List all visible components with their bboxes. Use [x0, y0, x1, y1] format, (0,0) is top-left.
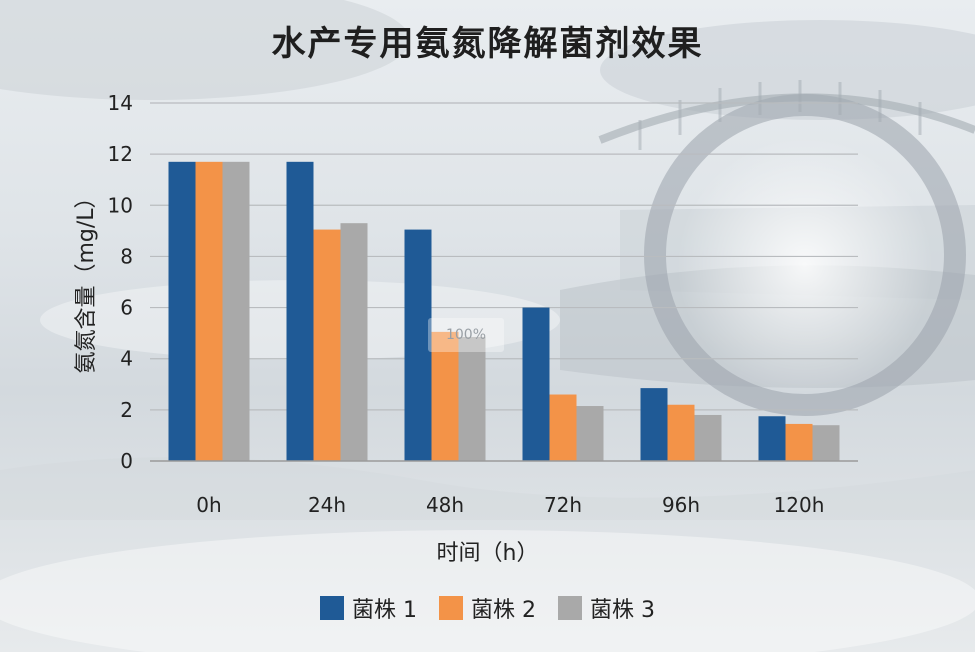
bar-3-96h — [694, 414, 722, 461]
x-tick-label: 120h — [774, 493, 825, 517]
x-tick-label: 96h — [662, 493, 700, 517]
bar-2-0h — [195, 161, 223, 462]
y-tick-label: 14 — [108, 91, 133, 115]
chart-title: 水产专用氨氮降解菌剂效果 — [271, 24, 704, 64]
y-axis-label: 氨氮含量（mg/L） — [74, 186, 99, 374]
y-tick-label: 0 — [120, 449, 133, 473]
legend-item-series3: 菌株 3 — [558, 592, 655, 624]
bar-1-72h — [522, 307, 550, 461]
watermark-badge: 100% — [428, 318, 504, 352]
x-tick-label: 24h — [308, 493, 346, 517]
y-tick-label: 8 — [120, 244, 133, 268]
legend: 菌株 1 菌株 2 菌株 3 — [0, 592, 975, 624]
bar-3-0h — [222, 161, 250, 462]
x-tick-label: 0h — [196, 493, 221, 517]
x-tick-label: 48h — [426, 493, 464, 517]
bar-3-72h — [576, 406, 604, 461]
x-tick-labels: 0h 24h 48h 72h 96h 120h — [196, 493, 824, 517]
y-tick-label: 2 — [120, 398, 133, 422]
bar-2-72h — [549, 394, 577, 461]
grid-lines — [150, 102, 858, 411]
bar-2-120h — [785, 423, 813, 461]
bar-3-120h — [812, 425, 840, 461]
bar-2-48h — [431, 331, 459, 461]
legend-swatch-series1 — [320, 596, 344, 620]
legend-item-series2: 菌株 2 — [439, 592, 536, 624]
legend-item-series1: 菌株 1 — [320, 592, 417, 624]
bar-1-120h — [758, 416, 786, 461]
bar-2-96h — [667, 404, 695, 461]
legend-label-series1: 菌株 1 — [352, 598, 417, 623]
y-tick-label: 4 — [120, 347, 133, 371]
y-tick-label: 10 — [108, 193, 133, 217]
x-tick-label: 72h — [544, 493, 582, 517]
y-tick-label: 6 — [120, 296, 133, 320]
bar-2-24h — [313, 229, 341, 461]
bar-3-24h — [340, 223, 368, 461]
y-tick-label: 12 — [108, 142, 133, 166]
legend-label-series3: 菌株 3 — [590, 598, 655, 623]
y-axis-label-wrap: 氨氮含量（mg/L） — [64, 90, 104, 470]
y-tick-labels: 0 2 4 6 8 10 12 14 — [108, 91, 133, 473]
bar-1-48h — [404, 229, 432, 461]
bar-3-48h — [458, 336, 486, 461]
bars — [168, 161, 840, 462]
legend-swatch-series2 — [439, 596, 463, 620]
legend-label-series2: 菌株 2 — [471, 598, 536, 623]
legend-swatch-series3 — [558, 596, 582, 620]
bar-1-24h — [286, 161, 314, 462]
bar-1-0h — [168, 161, 196, 462]
x-axis-label: 时间（h） — [436, 541, 539, 566]
bar-1-96h — [640, 388, 668, 461]
